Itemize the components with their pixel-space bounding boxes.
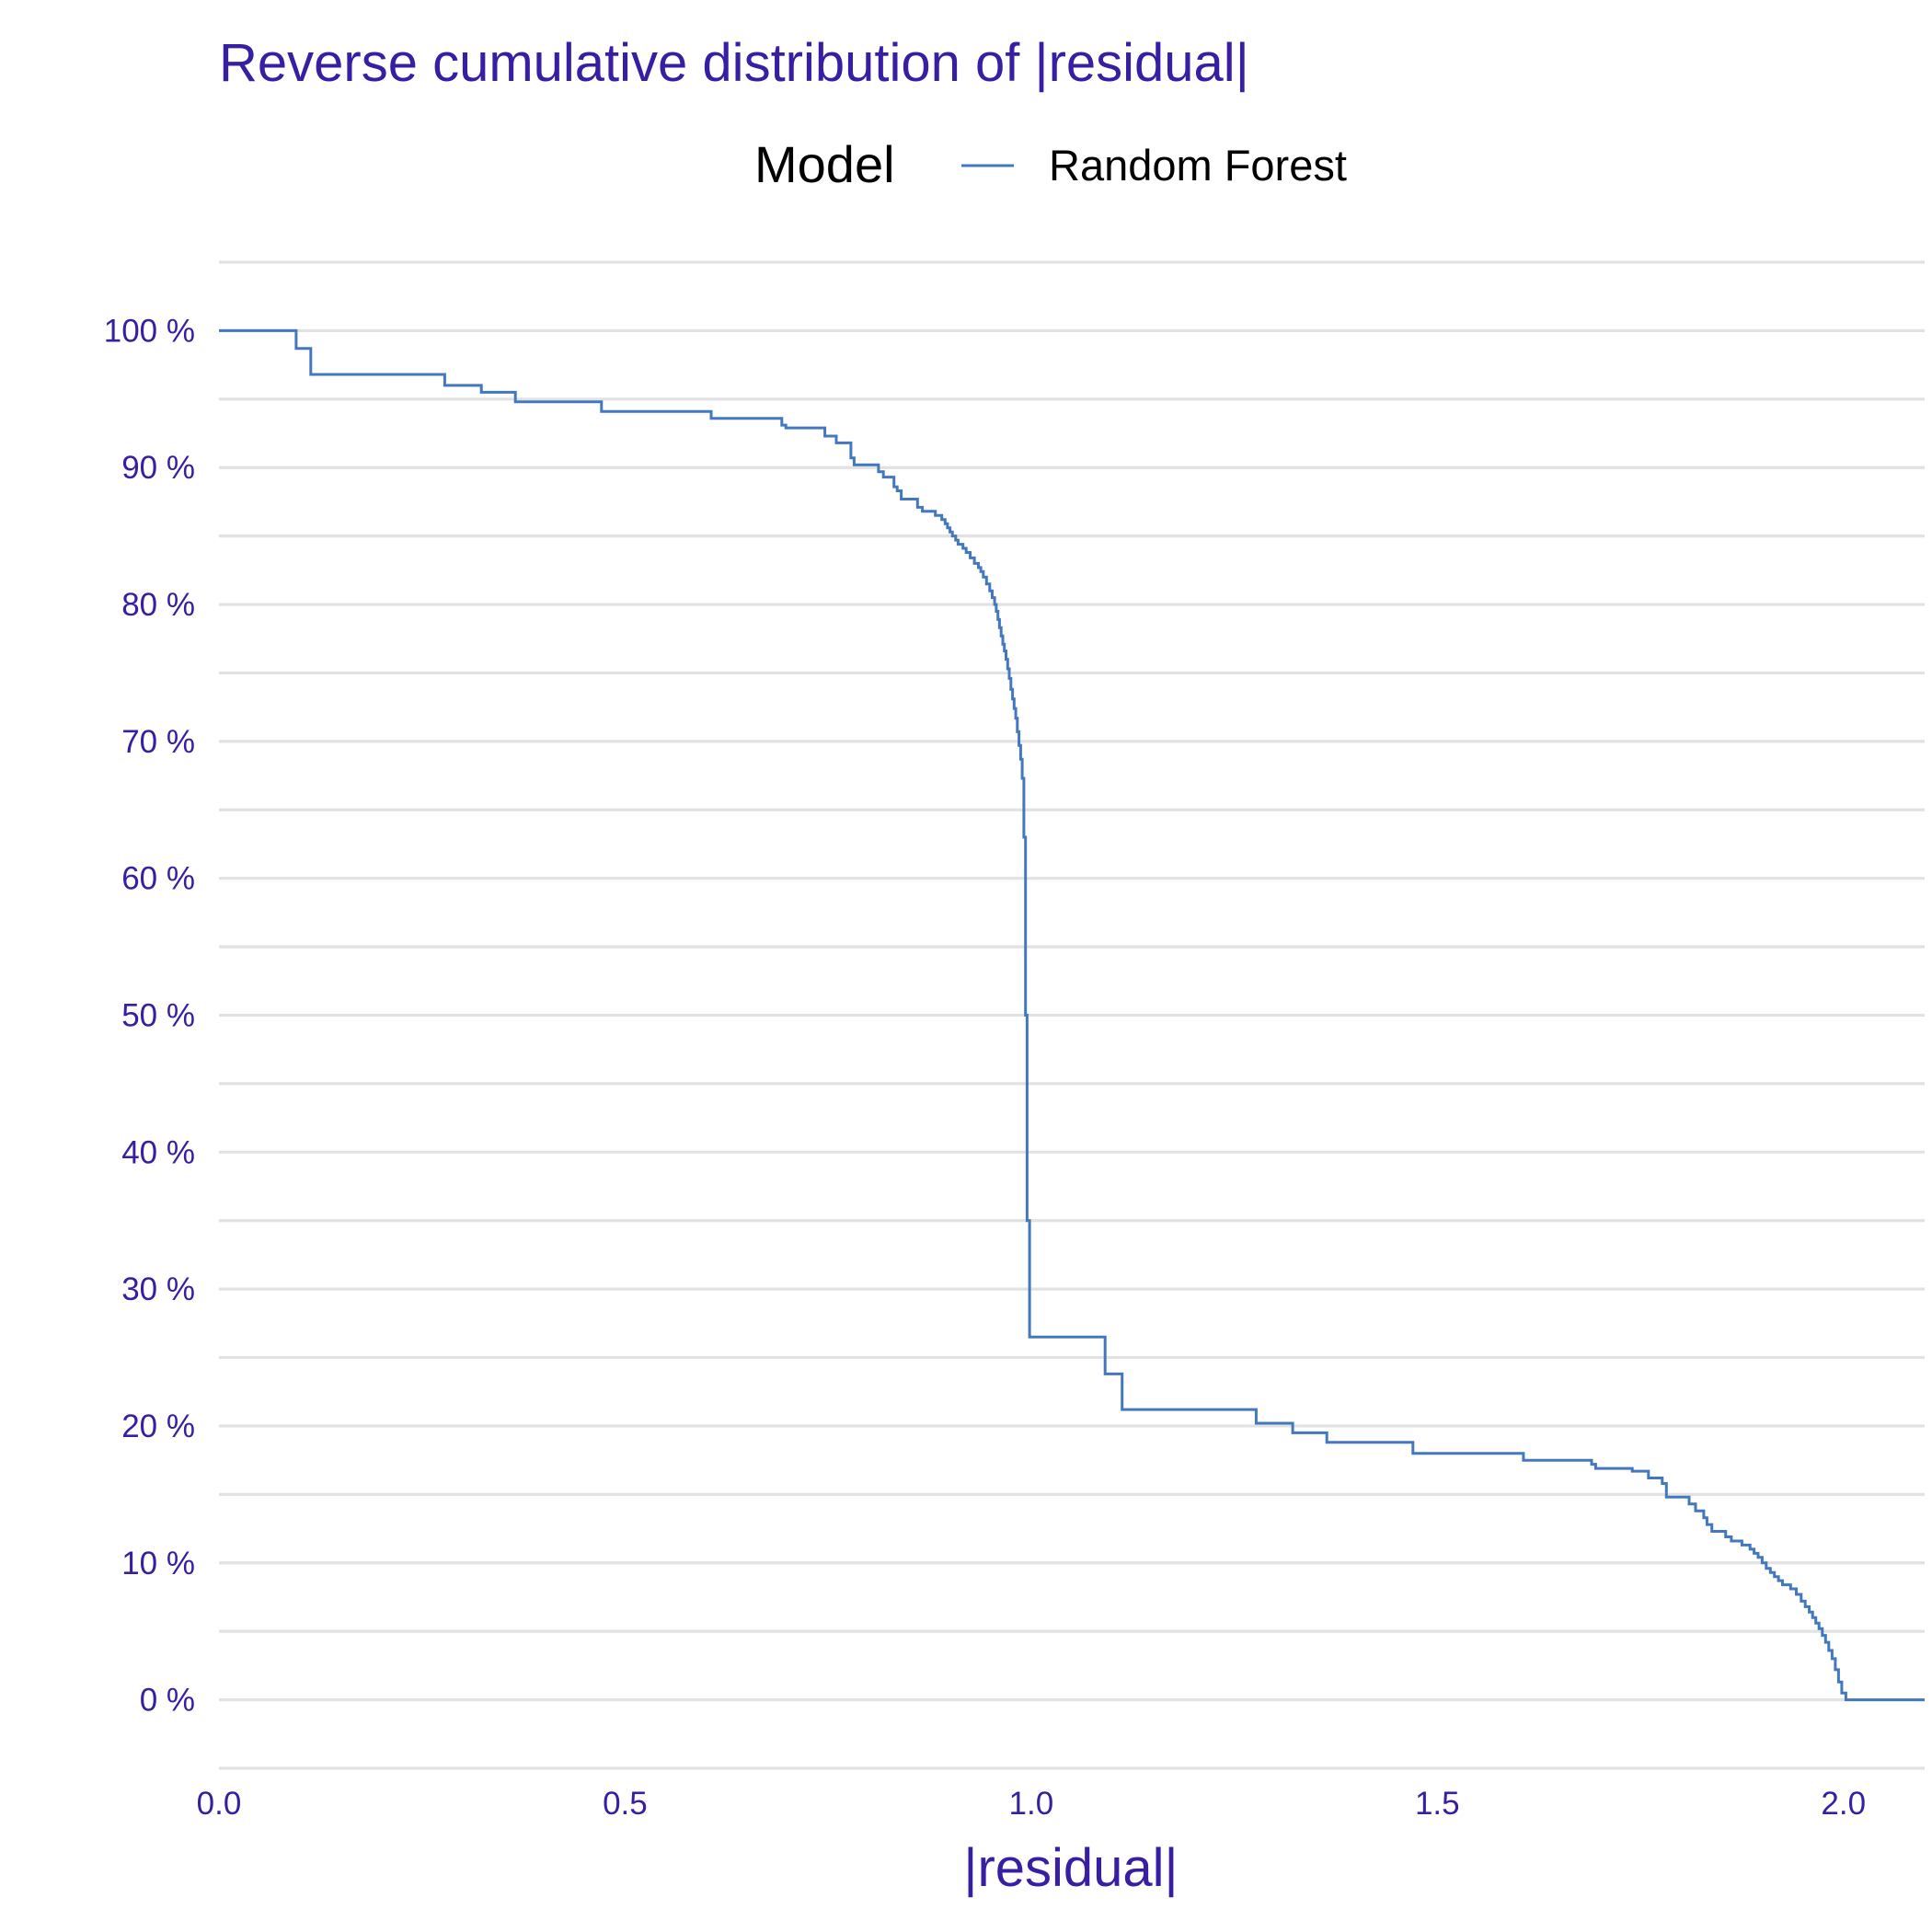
- series-line-random-forest: [219, 328, 1925, 1702]
- y-axis-ticks: 0 % 10 % 20 % 30 % 40 % 50 % 60 % 70 % 80 % 90 % 1…: [104, 313, 195, 1718]
- y-tick-label: 40 %: [121, 1134, 195, 1170]
- x-tick-label: 2.0: [1821, 1786, 1866, 1822]
- x-tick-label: 0.5: [603, 1786, 648, 1822]
- x-axis-ticks: 0.0 0.5 1.0 1.5 2.0: [197, 1786, 1866, 1822]
- y-tick-label: 0 %: [140, 1683, 195, 1719]
- y-tick-label: 80 %: [121, 587, 195, 623]
- y-tick-label: 70 %: [121, 724, 195, 760]
- y-tick-label: 90 %: [121, 450, 195, 486]
- x-axis-title: |residual|: [963, 1838, 1178, 1898]
- legend-title: Model: [754, 135, 895, 193]
- y-tick-label: 10 %: [121, 1546, 195, 1581]
- y-tick-label: 30 %: [121, 1271, 195, 1307]
- x-tick-label: 1.0: [1009, 1786, 1054, 1822]
- y-tick-label: 50 %: [121, 998, 195, 1034]
- chart-title: Reverse cumulative distribution of |resi…: [219, 33, 1249, 93]
- x-tick-label: 0.0: [197, 1786, 242, 1822]
- legend: Model Random Forest: [754, 135, 1347, 193]
- series-layer: [219, 328, 1925, 1702]
- y-tick-label: 20 %: [121, 1409, 195, 1444]
- x-tick-label: 1.5: [1415, 1786, 1460, 1822]
- y-tick-label: 100 %: [104, 313, 195, 349]
- y-tick-label: 60 %: [121, 861, 195, 897]
- gridlines: [219, 260, 1925, 1770]
- legend-label-random-forest: Random Forest: [1049, 141, 1347, 190]
